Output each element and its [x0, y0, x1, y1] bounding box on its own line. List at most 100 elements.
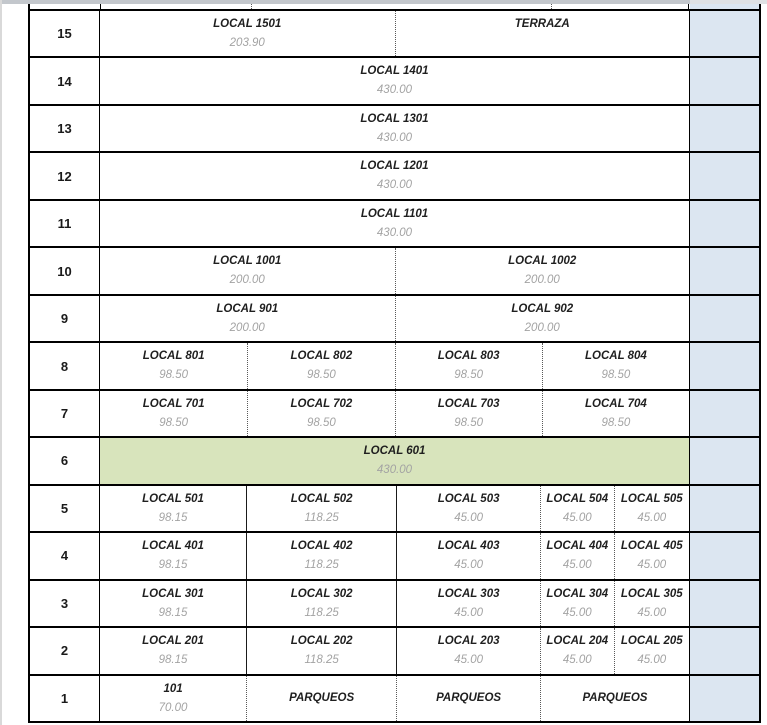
unit-cell[interactable]: LOCAL 1101 430.00 — [100, 201, 689, 246]
right-blue-cell[interactable] — [689, 438, 759, 484]
floor-number: 11 — [57, 216, 72, 232]
unit-label: LOCAL 502 — [290, 492, 353, 505]
right-blue-cell[interactable] — [689, 58, 759, 104]
unit-area-value: 430.00 — [376, 84, 413, 97]
floor-number-cell[interactable]: 12 — [30, 153, 100, 199]
floor-units: LOCAL 1401 430.00 — [100, 58, 689, 104]
unit-cell[interactable]: LOCAL 405 45.00 — [613, 533, 689, 579]
unit-cell[interactable]: LOCAL 901 200.00 — [100, 296, 395, 341]
floor-units: LOCAL 301 98.15 LOCAL 302 118.25 LOCAL 3… — [100, 580, 689, 627]
unit-cell[interactable]: LOCAL 302 118.25 — [246, 580, 396, 627]
unit-label: LOCAL 205 — [620, 635, 683, 648]
floor-number-cell[interactable]: 9 — [30, 295, 100, 342]
floor-number-cell[interactable]: 15 — [30, 11, 100, 57]
unit-label: LOCAL 303 — [437, 587, 500, 600]
right-blue-cell[interactable] — [689, 248, 759, 294]
floor-number-cell[interactable]: 3 — [30, 580, 100, 627]
unit-cell[interactable]: LOCAL 305 45.00 — [613, 580, 689, 627]
floor-units: LOCAL 401 98.15 LOCAL 402 118.25 LOCAL 4… — [100, 533, 689, 579]
unit-cell[interactable]: LOCAL 1501 203.90 — [100, 11, 395, 56]
floor-number-cell[interactable]: 8 — [30, 343, 100, 389]
floor-number-cell[interactable]: 5 — [30, 485, 100, 532]
right-blue-cell[interactable] — [689, 533, 759, 579]
right-blue-cell[interactable] — [689, 295, 759, 342]
floor-row: 4 LOCAL 401 98.15 LOCAL 402 118.25 LOCAL… — [30, 531, 759, 579]
unit-cell[interactable]: LOCAL 902 200.00 — [394, 295, 690, 342]
unit-cell[interactable]: TERRAZA — [394, 11, 690, 57]
unit-cell[interactable]: LOCAL 205 45.00 — [613, 628, 689, 674]
unit-cell[interactable]: LOCAL 801 98.50 — [100, 343, 247, 388]
unit-cell[interactable]: LOCAL 502 118.25 — [246, 485, 396, 532]
unit-cell[interactable]: LOCAL 505 45.00 — [613, 485, 689, 532]
unit-label: LOCAL 703 — [437, 397, 500, 410]
unit-cell[interactable]: LOCAL 501 98.15 — [100, 486, 246, 531]
floor-number: 7 — [60, 405, 69, 421]
floor-number: 4 — [60, 548, 69, 564]
unit-label: LOCAL 901 — [216, 302, 279, 315]
unit-cell[interactable]: LOCAL 304 45.00 — [539, 580, 614, 627]
right-blue-cell[interactable] — [689, 343, 759, 389]
right-blue-cell[interactable] — [689, 11, 759, 57]
unit-cell[interactable]: LOCAL 303 45.00 — [396, 580, 540, 627]
unit-cell[interactable]: LOCAL 301 98.15 — [100, 581, 246, 626]
unit-cell[interactable]: LOCAL 1001 200.00 — [100, 248, 395, 293]
right-blue-cell[interactable] — [689, 628, 759, 674]
unit-cell[interactable]: LOCAL 202 118.25 — [246, 628, 396, 674]
unit-cell[interactable]: PARQUEOS — [539, 675, 689, 722]
right-blue-cell[interactable] — [689, 580, 759, 627]
unit-label: LOCAL 304 — [546, 587, 609, 600]
floor-number-cell[interactable]: 6 — [30, 438, 100, 484]
right-blue-cell[interactable] — [689, 105, 759, 152]
unit-cell[interactable]: LOCAL 803 98.50 — [394, 343, 542, 389]
unit-cell[interactable]: PARQUEOS — [246, 675, 396, 722]
unit-cell[interactable]: LOCAL 802 98.50 — [247, 343, 394, 389]
floor-number-cell[interactable]: 2 — [30, 628, 100, 674]
right-blue-cell[interactable] — [689, 200, 759, 247]
floor-row: 11 LOCAL 1101 430.00 — [30, 198, 759, 247]
unit-cell[interactable]: 101 70.00 — [100, 676, 246, 721]
unit-cell[interactable]: LOCAL 1301 430.00 — [100, 106, 689, 151]
floor-number-cell[interactable]: 14 — [30, 58, 100, 104]
unit-label: LOCAL 402 — [290, 540, 353, 553]
unit-area-value: 98.50 — [159, 416, 189, 429]
unit-cell[interactable]: LOCAL 201 98.15 — [100, 628, 246, 673]
floor-units: LOCAL 1001 200.00 LOCAL 1002 200.00 — [100, 248, 690, 294]
unit-cell[interactable]: LOCAL 703 98.50 — [394, 390, 542, 437]
unit-cell[interactable]: LOCAL 1201 430.00 — [100, 153, 689, 198]
floor-row: 13 LOCAL 1301 430.00 — [30, 103, 759, 152]
unit-label: LOCAL 1501 — [213, 18, 282, 30]
unit-cell[interactable]: LOCAL 701 98.50 — [100, 391, 247, 436]
floor-number-cell[interactable]: 11 — [30, 200, 100, 247]
right-blue-cell[interactable] — [689, 485, 759, 532]
unit-cell[interactable]: LOCAL 204 45.00 — [539, 628, 614, 674]
unit-cell[interactable]: PARQUEOS — [396, 675, 540, 722]
floor-units: LOCAL 1101 430.00 — [100, 200, 689, 247]
floor-row: 7 LOCAL 701 98.50 LOCAL 702 98.50 LOCAL … — [30, 388, 759, 437]
unit-label: LOCAL 405 — [620, 540, 683, 553]
right-blue-cell[interactable] — [689, 390, 759, 437]
floor-number-cell[interactable]: 1 — [30, 675, 100, 722]
unit-cell[interactable]: LOCAL 503 45.00 — [396, 485, 540, 532]
unit-cell[interactable]: LOCAL 1401 430.00 — [100, 58, 689, 103]
unit-cell[interactable]: LOCAL 504 45.00 — [539, 485, 614, 532]
floor-number-cell[interactable]: 7 — [30, 390, 100, 437]
unit-cell[interactable]: LOCAL 404 45.00 — [539, 533, 614, 579]
unit-cell[interactable]: LOCAL 401 98.15 — [100, 533, 246, 578]
floor-units: LOCAL 501 98.15 LOCAL 502 118.25 LOCAL 5… — [100, 485, 689, 532]
unit-cell[interactable]: LOCAL 1002 200.00 — [394, 248, 690, 294]
floor-number-cell[interactable]: 4 — [30, 533, 100, 579]
unit-cell[interactable]: LOCAL 402 118.25 — [246, 533, 396, 579]
unit-cell[interactable]: LOCAL 203 45.00 — [396, 628, 540, 674]
right-blue-cell[interactable] — [689, 675, 759, 722]
floor-number-cell[interactable]: 13 — [30, 105, 100, 152]
floor-row: 12 LOCAL 1201 430.00 — [30, 151, 759, 199]
unit-cell[interactable]: LOCAL 804 98.50 — [541, 343, 689, 389]
unit-cell[interactable]: LOCAL 403 45.00 — [396, 533, 540, 579]
floor-number-cell[interactable]: 10 — [30, 248, 100, 294]
floor-row: 15 LOCAL 1501 203.90 TERRAZA — [30, 11, 759, 57]
unit-cell[interactable]: LOCAL 702 98.50 — [247, 390, 394, 437]
right-blue-cell[interactable] — [689, 153, 759, 199]
unit-cell[interactable]: LOCAL 704 98.50 — [541, 390, 689, 437]
unit-cell[interactable]: LOCAL 601 430.00 — [100, 438, 689, 483]
floor-row: 8 LOCAL 801 98.50 LOCAL 802 98.50 LOCAL … — [30, 341, 759, 389]
